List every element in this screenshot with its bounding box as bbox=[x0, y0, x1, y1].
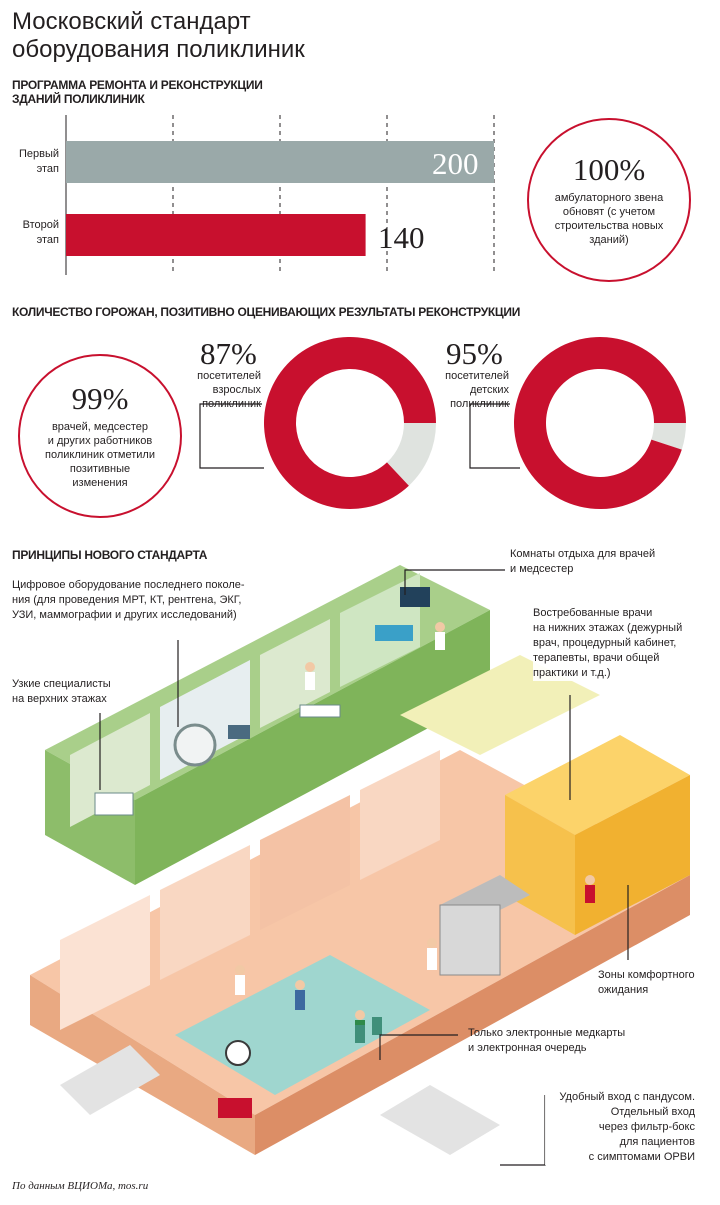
repair-heading: ПРОГРАММА РЕМОНТА И РЕКОНСТРУКЦИИ ЗДАНИЙ… bbox=[12, 78, 263, 106]
kids-label-line-1: посетителей bbox=[445, 370, 509, 382]
callout-popular-doctors-line-2: на нижних этажах (дежурный bbox=[533, 622, 683, 634]
staff-pct: 99% bbox=[71, 381, 129, 416]
callout-equipment-line-3: УЗИ, маммографии и других исследований) bbox=[12, 609, 237, 621]
callout-entrance-line-1: Удобный вход с пандусом. bbox=[559, 1091, 695, 1103]
renovation-100-circle: 100% амбулаторного звена обновят (с учет… bbox=[527, 118, 691, 282]
callout-specialists-line-1: Узкие специалисты bbox=[12, 678, 111, 690]
callout-comfort-zones: Зоны комфортного ожидания bbox=[598, 968, 695, 998]
renovation-text-line-1: амбулаторного звена bbox=[554, 192, 664, 204]
staff-text-line-1: врачей, медсестер bbox=[51, 421, 149, 433]
adults-donut-value bbox=[264, 337, 436, 509]
bar-stage-2 bbox=[66, 214, 366, 256]
callout-popular-doctors: Востребованные врачи на нижних этажах (д… bbox=[533, 606, 713, 681]
bar-label-stage-2: Второй этап bbox=[9, 218, 59, 248]
staff-text: врачей, медсестер и других работников по… bbox=[45, 420, 155, 490]
renovation-pct: 100% bbox=[572, 152, 646, 187]
callout-comfort-zones-line-1: Зоны комфортного bbox=[598, 969, 695, 981]
clinic-illustration bbox=[30, 565, 690, 1166]
title-line-2: оборудования поликлиник bbox=[12, 36, 305, 63]
staff-text-line-2: и других работников bbox=[47, 435, 153, 447]
kids-donut-value bbox=[514, 337, 686, 510]
principles-heading: ПРИНЦИПЫ НОВОГО СТАНДАРТА bbox=[12, 548, 208, 562]
callout-entrance-line-2: Отдельный вход bbox=[610, 1106, 695, 1118]
callout-e-records-line-1: Только электронные медкарты bbox=[468, 1027, 626, 1039]
satisfaction-heading: КОЛИЧЕСТВО ГОРОЖАН, ПОЗИТИВНО ОЦЕНИВАЮЩИ… bbox=[12, 305, 521, 319]
staff-99-circle: 99% врачей, медсестер и других работнико… bbox=[18, 354, 182, 518]
bar-label-stage-2-line-2: этап bbox=[36, 234, 59, 246]
callout-equipment-line-1: Цифровое оборудование последнего поколе- bbox=[12, 579, 245, 591]
adults-leader-line bbox=[199, 403, 264, 469]
bar-label-stage-1: Первый этап bbox=[9, 147, 59, 177]
callout-rest-rooms-line-1: Комнаты отдыха для врачей bbox=[510, 548, 656, 560]
adults-donut bbox=[199, 337, 436, 509]
kids-pct: 95% bbox=[446, 336, 503, 371]
callout-entrance-line-5: с симптомами ОРВИ bbox=[588, 1151, 695, 1163]
callout-specialists: Узкие специалисты на верхних этажах bbox=[12, 677, 111, 707]
renovation-text-line-4: зданий) bbox=[589, 234, 629, 246]
repair-heading-line-1: ПРОГРАММА РЕМОНТА И РЕКОНСТРУКЦИИ bbox=[12, 78, 263, 92]
callout-popular-doctors-line-4: терапевты, врачи общей bbox=[533, 652, 660, 664]
callout-entrance-line-3: через фильтр-бокс bbox=[598, 1121, 695, 1133]
kids-donut-rest bbox=[651, 423, 686, 450]
callout-entrance-line-4: для пациентов bbox=[619, 1136, 695, 1148]
adults-label-line-2: взрослых bbox=[212, 384, 261, 396]
adults-pct: 87% bbox=[200, 336, 257, 371]
bar-label-stage-1-line-2: этап bbox=[36, 163, 59, 175]
staff-text-line-3: поликлиник отметили bbox=[45, 449, 155, 461]
renovation-text-line-3: строительства новых bbox=[554, 220, 664, 232]
staff-text-line-4: позитивные bbox=[69, 463, 131, 475]
leader-e-records bbox=[379, 1034, 458, 1060]
upper-floor bbox=[45, 565, 490, 885]
adults-donut-rest bbox=[386, 423, 436, 486]
callout-rest-rooms: Комнаты отдыха для врачей и медсестер bbox=[510, 547, 655, 577]
callout-popular-doctors-line-3: врач, процедурный кабинет, bbox=[533, 637, 677, 649]
page-title: Московский стандарт оборудования поликли… bbox=[12, 8, 432, 64]
bar-value-stage-2: 140 bbox=[378, 220, 425, 255]
callout-popular-doctors-line-1: Востребованные врачи bbox=[533, 607, 653, 619]
renovation-text: амбулаторного звена обновят (с учетом ст… bbox=[555, 191, 664, 247]
renovation-text-line-2: обновят (с учетом bbox=[562, 206, 656, 218]
callout-equipment-line-2: ния (для проведения МРТ, КТ, рентгена, Э… bbox=[12, 594, 242, 606]
kids-leader-line bbox=[469, 403, 520, 469]
bar-label-stage-2-line-1: Второй bbox=[22, 219, 59, 231]
callout-comfort-zones-line-2: ожидания bbox=[598, 984, 649, 996]
callout-leaders bbox=[99, 569, 629, 1166]
source-note: По данным ВЦИОМа, mos.ru bbox=[12, 1180, 149, 1192]
bar-value-stage-1: 200 bbox=[432, 146, 479, 181]
staff-text-line-5: изменения bbox=[72, 477, 128, 489]
callout-rest-rooms-line-2: и медсестер bbox=[510, 563, 574, 575]
bar-label-stage-1-line-1: Первый bbox=[18, 148, 59, 160]
lower-floor bbox=[30, 655, 690, 1155]
bar-stage-1 bbox=[66, 141, 494, 183]
adults-label-line-1: посетителей bbox=[197, 370, 261, 382]
callout-popular-doctors-line-5: практики и т.д.) bbox=[533, 667, 611, 679]
repair-heading-line-2: ЗДАНИЙ ПОЛИКЛИНИК bbox=[12, 92, 145, 106]
callout-specialists-line-2: на верхних этажах bbox=[12, 693, 107, 705]
title-line-1: Московский стандарт bbox=[12, 8, 251, 35]
callout-equipment: Цифровое оборудование последнего поколе-… bbox=[12, 578, 282, 623]
leader-rest-rooms bbox=[404, 569, 505, 595]
leader-entrance bbox=[500, 1095, 546, 1166]
callout-e-records-line-2: и электронная очередь bbox=[468, 1042, 587, 1054]
callout-e-records: Только электронные медкарты и электронна… bbox=[468, 1026, 625, 1056]
callout-entrance: Удобный вход с пандусом. Отдельный вход … bbox=[545, 1090, 695, 1165]
repair-bar-chart bbox=[65, 115, 495, 275]
kids-donut bbox=[469, 337, 686, 510]
kids-label-line-2: детских bbox=[469, 384, 509, 396]
